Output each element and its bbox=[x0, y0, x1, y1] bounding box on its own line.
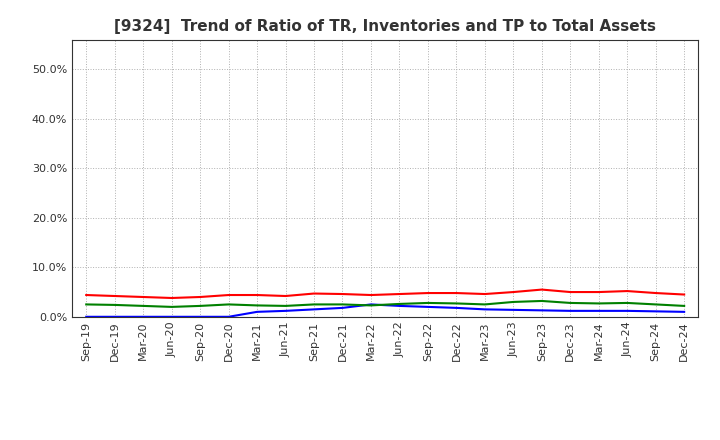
Trade Receivables bbox=[225, 292, 233, 297]
Inventories bbox=[652, 309, 660, 314]
Trade Payables bbox=[595, 301, 603, 306]
Trade Receivables bbox=[282, 293, 290, 299]
Inventories bbox=[167, 314, 176, 319]
Inventories bbox=[82, 314, 91, 319]
Trade Payables bbox=[366, 303, 375, 308]
Trade Receivables bbox=[110, 293, 119, 299]
Trade Receivables bbox=[509, 290, 518, 295]
Trade Payables bbox=[537, 298, 546, 304]
Trade Receivables bbox=[652, 290, 660, 296]
Line: Trade Receivables: Trade Receivables bbox=[86, 290, 684, 298]
Inventories bbox=[680, 309, 688, 315]
Inventories bbox=[282, 308, 290, 313]
Trade Receivables bbox=[82, 292, 91, 297]
Inventories bbox=[452, 305, 461, 311]
Trade Receivables bbox=[452, 290, 461, 296]
Inventories bbox=[509, 307, 518, 312]
Trade Payables bbox=[480, 302, 489, 307]
Inventories bbox=[566, 308, 575, 313]
Trade Payables bbox=[139, 303, 148, 308]
Trade Receivables bbox=[139, 294, 148, 300]
Trade Payables bbox=[566, 300, 575, 305]
Trade Payables bbox=[652, 302, 660, 307]
Inventories bbox=[423, 304, 432, 310]
Trade Payables bbox=[225, 302, 233, 307]
Trade Payables bbox=[282, 303, 290, 308]
Trade Receivables bbox=[167, 295, 176, 301]
Trade Receivables bbox=[310, 291, 318, 296]
Inventories bbox=[395, 303, 404, 308]
Inventories bbox=[196, 314, 204, 319]
Inventories bbox=[110, 314, 119, 319]
Trade Payables bbox=[196, 303, 204, 308]
Trade Receivables bbox=[623, 289, 631, 294]
Trade Payables bbox=[310, 302, 318, 307]
Trade Payables bbox=[82, 302, 91, 307]
Trade Payables bbox=[110, 302, 119, 308]
Inventories bbox=[623, 308, 631, 313]
Trade Receivables bbox=[253, 292, 261, 297]
Trade Receivables bbox=[423, 290, 432, 296]
Inventories bbox=[595, 308, 603, 313]
Trade Receivables bbox=[595, 290, 603, 295]
Trade Payables bbox=[423, 300, 432, 305]
Title: [9324]  Trend of Ratio of TR, Inventories and TP to Total Assets: [9324] Trend of Ratio of TR, Inventories… bbox=[114, 19, 656, 34]
Inventories bbox=[480, 307, 489, 312]
Trade Receivables bbox=[196, 294, 204, 300]
Trade Receivables bbox=[537, 287, 546, 292]
Trade Receivables bbox=[566, 290, 575, 295]
Inventories bbox=[139, 314, 148, 319]
Trade Payables bbox=[509, 299, 518, 304]
Inventories bbox=[225, 314, 233, 319]
Trade Receivables bbox=[480, 291, 489, 297]
Trade Payables bbox=[452, 301, 461, 306]
Trade Payables bbox=[338, 302, 347, 307]
Inventories bbox=[366, 302, 375, 307]
Trade Payables bbox=[395, 301, 404, 307]
Line: Inventories: Inventories bbox=[86, 304, 684, 317]
Inventories bbox=[338, 305, 347, 311]
Line: Trade Payables: Trade Payables bbox=[86, 301, 684, 307]
Trade Receivables bbox=[680, 292, 688, 297]
Trade Receivables bbox=[338, 291, 347, 297]
Inventories bbox=[310, 307, 318, 312]
Trade Payables bbox=[623, 300, 631, 305]
Trade Receivables bbox=[395, 291, 404, 297]
Inventories bbox=[537, 308, 546, 313]
Trade Payables bbox=[167, 304, 176, 310]
Trade Receivables bbox=[366, 292, 375, 297]
Trade Payables bbox=[680, 303, 688, 308]
Inventories bbox=[253, 309, 261, 315]
Trade Payables bbox=[253, 303, 261, 308]
